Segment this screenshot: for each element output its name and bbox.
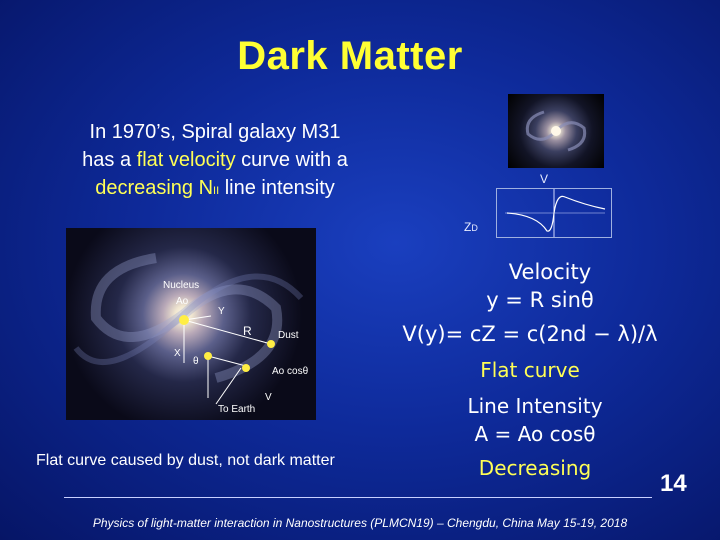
galaxy-thumbnail-arms [525,110,587,152]
plot-z-text: Z [464,220,472,234]
intro-line-2: has a flat velocity curve with a [40,146,390,174]
intro-line-2-c: curve with a [235,149,348,171]
galaxy-thumbnail-image [508,94,604,168]
intro-line-3-b: line intensity [219,177,335,199]
plot-z-subscript: D [471,223,478,233]
y-equation: y = R sinθ [486,288,594,312]
galaxy-diagram-image [66,228,316,420]
galaxy-label-v: V [265,392,272,403]
decreasing-label: Decreasing [478,456,592,480]
footer-divider [64,497,652,498]
footer-text: Physics of light-matter interaction in N… [92,516,628,530]
intro-line-3: decreasing NII line intensity [40,174,390,205]
velocity-curve-plot [496,177,612,238]
intro-flat-velocity: flat velocity [136,149,236,171]
velocity-heading: Velocity [508,260,592,284]
galaxy-label-to-earth: To Earth [218,404,256,415]
galaxy-label-ao: Ao [176,296,189,307]
galaxy-label-ao-cos: Ao cosθ [272,366,309,377]
flat-curve-label: Flat curve [480,358,580,382]
intro-subscript: II [213,185,220,197]
slide-title: Dark Matter [237,34,463,78]
page-number: 14 [660,470,687,497]
galaxy-label-x: X [174,348,181,359]
galaxy-label-r: R [243,324,252,338]
intro-line-2-a: has a [82,149,137,171]
galaxy-label-y: Y [218,306,225,317]
plot-z-label: ZD [464,220,478,234]
figure-caption: Flat curve caused by dust, not dark matt… [36,452,335,469]
intro-text: In 1970’s, Spiral galaxy M31 has a flat … [40,118,390,205]
line-intensity-label: Line Intensity [467,394,603,418]
intensity-equation: A = Ao cosθ [474,422,596,446]
galaxy-label-dust: Dust [278,330,299,341]
plot-v-label: V [540,172,549,186]
galaxy-diagram-arms [73,253,304,405]
velocity-equation: V(y)= cZ = c(2nd − λ)/λ [402,322,658,346]
intro-line-1: In 1970’s, Spiral galaxy M31 [89,121,341,143]
galaxy-label-nucleus: Nucleus [163,280,200,291]
intro-decreasing: decreasing N [95,177,214,199]
galaxy-label-theta: θ [193,356,199,367]
velocity-curve [505,177,606,237]
